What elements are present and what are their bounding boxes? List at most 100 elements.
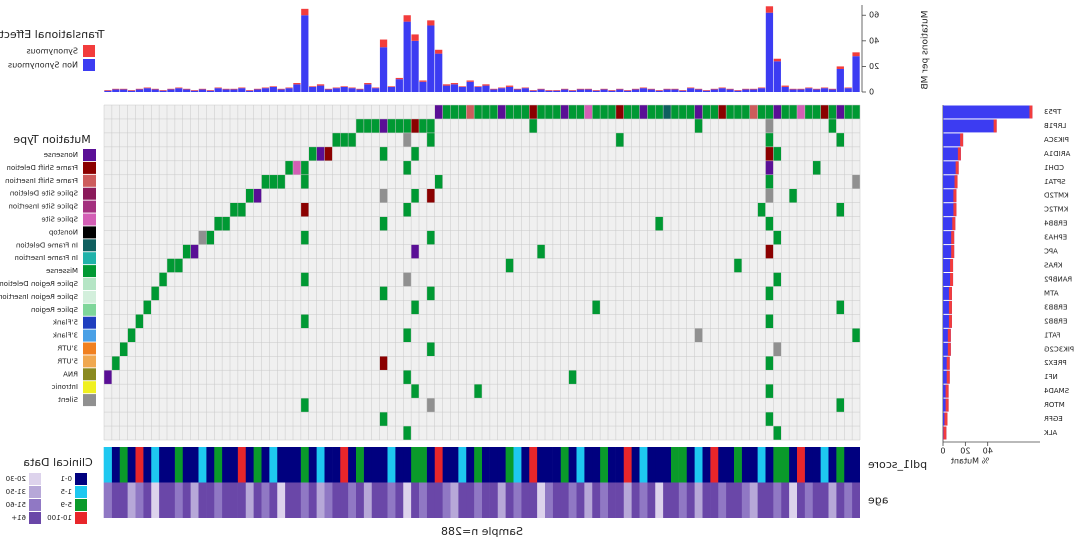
clinical-cell [135,482,144,518]
tmb-bar [143,88,151,92]
clinical-cell [198,447,207,483]
mutation-cell [639,105,648,119]
clinical-cell [379,447,388,483]
tmb-bar [285,88,293,92]
legend-label: 3'UTR [57,345,78,353]
tmb-bar [718,87,726,89]
clinical-cell [363,482,372,518]
tmb-bar [702,90,711,91]
clinical-cell [631,482,640,518]
clinical-cell [402,482,412,518]
tmb-bar [655,90,663,92]
clinical-cell [686,482,695,518]
mutation-cell [174,258,183,273]
gene-label: TP53 [1044,108,1062,116]
mutation-cell [403,370,412,385]
gene-label: ERBB2 [1044,317,1067,325]
legend-label: Splice Region Deletion [0,280,78,288]
tmb-bar [545,90,553,92]
mutation-cell [371,118,380,133]
mutation-cell [363,118,372,133]
legend-swatch [83,45,95,57]
clinical-cell [828,447,837,483]
clinical-cell [395,482,404,518]
clinical-cell [560,447,569,483]
clinical-cell [182,482,191,518]
gene-bar-edge [951,231,955,245]
mutation-cell [403,426,412,440]
mutation-cell [828,118,837,133]
tmb-bar [498,88,506,92]
mutation-cell [300,398,309,413]
gene-bar [943,314,952,328]
clinical-cell [576,447,585,483]
tmb-bar [671,88,679,90]
clinical-cell [150,447,160,483]
mutation-cell [379,118,388,133]
gene-label: NF1 [1044,373,1058,381]
clinical-cell [521,482,530,518]
tmb-bar [379,47,388,92]
mutation-cell [135,314,144,329]
clinical-cell [584,482,593,518]
tmb-bar [687,88,695,92]
mutation-cell [812,105,821,119]
tmb-bar [450,84,459,92]
clinical-cell [654,447,664,483]
mutation-cell [253,188,262,203]
clinical-cell [836,447,845,483]
tmb-bar [285,87,293,89]
clinical-cell [473,482,482,518]
tmb-bar [348,87,356,89]
clinical-cell [757,447,766,483]
clinical-cell [284,447,293,483]
clinical-cell [150,482,160,518]
legend-label: Nonstop [48,228,78,236]
tmb-bar [151,88,159,90]
mutation-cell [482,105,490,119]
mutation-cell [474,105,482,119]
clinical-cell [465,447,475,483]
clinical-cell [206,447,215,483]
clinical-cell [505,447,514,483]
clinical-cell [473,447,482,483]
tmb-bar [435,49,443,54]
clinical-cell [662,447,671,483]
x-tick-label: 40 [983,447,993,456]
tmb-bar [411,34,419,41]
tmb-bar [726,88,734,90]
tmb-bar [513,88,522,90]
clinical-cell [418,482,427,518]
mutation-cell [505,258,514,273]
legend-title: Clinical Data [23,456,92,469]
tmb-bar [135,89,144,92]
tmb-bar [639,87,648,89]
legend-swatch [83,355,96,368]
clinical-cell [788,447,797,483]
tmb-bar [568,90,577,91]
tmb-bar [466,80,474,82]
legend-label: 31-50 [6,488,26,496]
mutation-cell [151,286,160,301]
mutation-cell [592,300,601,315]
clinical-cell [717,482,727,518]
tmb-bar [269,86,277,87]
gene-bar [943,175,958,189]
clinical-cell [615,482,624,518]
gene-bar-edge [950,273,954,286]
gene-bar [943,356,950,370]
clinical-cell [552,482,561,518]
mutation-cell [513,105,522,119]
clinical-cell [434,482,443,518]
clinical-cell [710,447,719,483]
clinical-cell [135,447,144,483]
mutation-cell [765,174,774,189]
clinical-cell [395,447,404,483]
mutation-cell [773,426,782,440]
clinical-cell [820,447,829,483]
mutation-cell [694,118,703,133]
mutation-cell [458,105,467,119]
clinical-cell [347,447,356,483]
y-tick-label: 40 [869,36,879,45]
clinical-cell [607,447,616,483]
